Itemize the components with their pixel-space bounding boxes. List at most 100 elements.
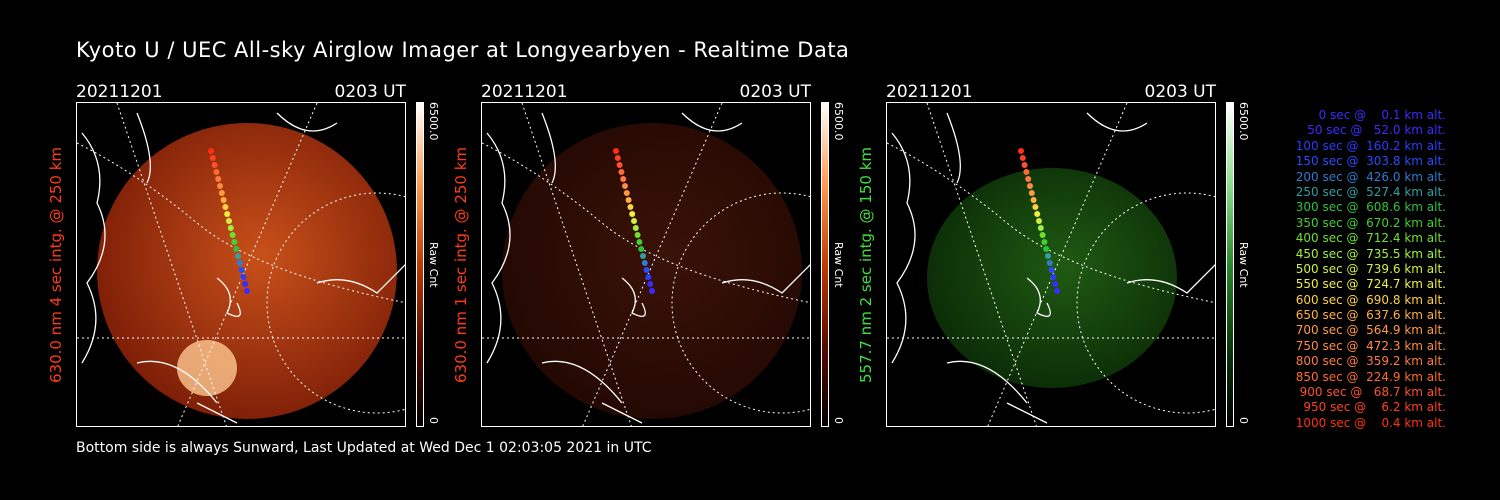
colorbar-labels: 6500.0 Raw Cnt 0 <box>427 102 450 427</box>
grid-circle <box>671 192 810 414</box>
track-dot <box>623 190 630 196</box>
track-dot <box>618 169 625 175</box>
track-dot <box>217 183 223 189</box>
sky-disc <box>97 123 397 419</box>
allsky-svg <box>482 103 810 426</box>
legend-row: 600 sec @ 690.8 km alt. <box>1291 292 1446 307</box>
colorbar-label: Raw Cnt <box>832 242 845 288</box>
legend-row: 800 sec @ 359.2 km alt. <box>1291 354 1446 369</box>
page-title: Kyoto U / UEC All-sky Airglow Imager at … <box>76 38 850 62</box>
grid-line <box>116 103 227 426</box>
track-dot <box>1052 281 1059 287</box>
colorbar-max: 6500.0 <box>1237 102 1250 141</box>
sky-disc <box>502 123 802 419</box>
track-dot <box>1018 148 1024 154</box>
track-dot <box>629 211 636 217</box>
panel-ylabel: 630.0 nm 1 sec intg. @ 250 km <box>451 102 471 427</box>
track-dot <box>1023 169 1030 175</box>
legend-row: 350 sec @ 670.2 km alt. <box>1291 215 1446 230</box>
image-panel-630nm-4sec: 20211201 0203 UT 630.0 nm 4 sec intg. @ … <box>47 80 486 435</box>
allsky-svg <box>77 103 405 426</box>
track-dot <box>645 274 652 280</box>
legend-row: 200 sec @ 426.0 km alt. <box>1291 169 1446 184</box>
image-panel-557nm-2sec: 20211201 0203 UT 557.7 nm 2 sec intg. @ … <box>857 80 1296 435</box>
legend-row: 300 sec @ 608.6 km alt. <box>1291 200 1446 215</box>
track-dot <box>1030 197 1037 203</box>
coastline <box>81 112 405 424</box>
track-dot <box>1045 253 1051 259</box>
legend-row: 1000 sec @ 0.4 km alt. <box>1295 415 1446 430</box>
grid-line <box>521 103 632 426</box>
legend-row: 900 sec @ 68.7 km alt. <box>1295 385 1446 400</box>
track-dot <box>632 225 639 231</box>
colorbar-label: Raw Cnt <box>1237 242 1250 288</box>
track-dot <box>227 225 234 231</box>
legend-row: 500 sec @ 739.6 km alt. <box>1291 261 1446 276</box>
altitude-legend: 0 sec @ 0.1 km alt. 50 sec @ 52.0 km alt… <box>1262 108 1446 431</box>
track-dot <box>236 260 243 266</box>
allsky-image <box>481 102 811 427</box>
allsky-svg <box>887 103 1215 426</box>
legend-row: 450 sec @ 735.5 km alt. <box>1291 246 1446 261</box>
track-dot <box>625 197 632 203</box>
coastline <box>486 112 810 424</box>
allsky-image <box>886 102 1216 427</box>
track-dot <box>229 232 236 238</box>
track-dot <box>1036 218 1042 224</box>
grid-line <box>582 103 723 426</box>
panel-ylabel-text: 630.0 nm 1 sec intg. @ 250 km <box>452 146 470 383</box>
track-dot <box>238 267 245 273</box>
track-dot <box>641 260 648 266</box>
panel-time: 0203 UT <box>739 82 812 102</box>
panel-time: 0203 UT <box>1144 82 1217 102</box>
track-dot <box>622 183 628 189</box>
colorbar-labels: 6500.0 Raw Cnt 0 <box>832 102 855 427</box>
coastline <box>891 112 1215 424</box>
grid-circle <box>1076 192 1215 414</box>
track-dot <box>1019 155 1026 161</box>
track-dot <box>208 148 214 154</box>
legend-row: 750 sec @ 472.3 km alt. <box>1291 338 1446 353</box>
colorbar <box>821 102 829 427</box>
track-dot <box>222 204 229 210</box>
legend-row: 150 sec @ 303.8 km alt. <box>1291 154 1446 169</box>
legend-row: 50 sec @ 52.0 km alt. <box>1299 123 1446 138</box>
track-dot <box>634 232 641 238</box>
colorbar-labels: 6500.0 Raw Cnt 0 <box>1237 102 1260 427</box>
track-dot <box>1041 239 1048 245</box>
track-dot <box>631 218 637 224</box>
track-dot <box>614 155 621 161</box>
grid-line <box>987 103 1128 426</box>
track-dot <box>649 288 655 294</box>
track-dot <box>1025 176 1032 182</box>
panel-time: 0203 UT <box>334 82 407 102</box>
track-dot <box>209 155 216 161</box>
track-dot <box>1043 246 1050 252</box>
track-dot <box>1027 183 1033 189</box>
colorbar <box>416 102 424 427</box>
track-dot <box>616 162 623 168</box>
legend-row: 400 sec @ 712.4 km alt. <box>1291 231 1446 246</box>
colorbar-min: 0 <box>1237 417 1250 424</box>
track-dot <box>244 288 250 294</box>
legend-row: 100 sec @ 160.2 km alt. <box>1291 138 1446 153</box>
track-dot <box>640 253 646 259</box>
panel-date: 20211201 <box>886 82 973 102</box>
track-dot <box>215 176 222 182</box>
track-dot <box>235 253 241 259</box>
colorbar-min: 0 <box>427 417 440 424</box>
track-dot <box>242 281 249 287</box>
panel-ylabel-text: 557.7 nm 2 sec intg. @ 150 km <box>857 146 875 383</box>
legend-row: 850 sec @ 224.9 km alt. <box>1291 369 1446 384</box>
panel-date: 20211201 <box>481 82 568 102</box>
allsky-image <box>76 102 406 427</box>
track-dot <box>1034 211 1041 217</box>
footer-note: Bottom side is always Sunward, Last Upda… <box>76 440 652 456</box>
track-dot <box>213 169 220 175</box>
colorbar-label: Raw Cnt <box>427 242 440 288</box>
track-dot <box>647 281 654 287</box>
colorbar-min: 0 <box>832 417 845 424</box>
track-dot <box>211 162 218 168</box>
grid-circle <box>266 192 405 414</box>
track-dot <box>643 267 650 273</box>
